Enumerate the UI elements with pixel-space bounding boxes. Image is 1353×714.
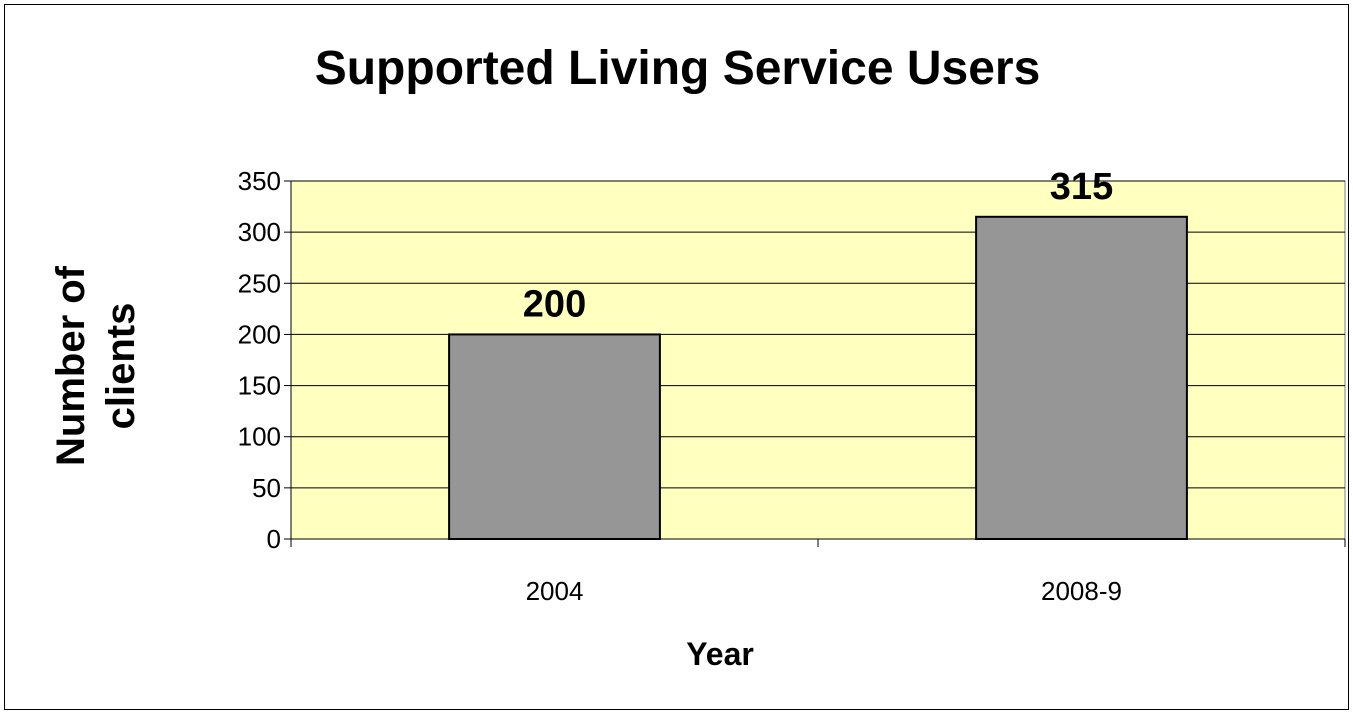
chart-title: Supported Living Service Users xyxy=(314,42,1041,95)
x-tick-label: 2004 xyxy=(526,576,584,606)
y-tick-label: 300 xyxy=(238,217,281,247)
x-tick-label: 2008-9 xyxy=(1041,576,1122,606)
y-tick-label: 100 xyxy=(238,422,281,452)
y-tick-label: 50 xyxy=(252,473,281,503)
y-tick-label: 200 xyxy=(238,319,281,349)
bar-2 xyxy=(975,215,1188,541)
x-axis-label: Year xyxy=(686,636,754,672)
y-tick-label: 0 xyxy=(267,524,281,554)
y-tick-label: 150 xyxy=(238,371,281,401)
data-label: 200 xyxy=(523,283,586,325)
data-label: 315 xyxy=(1050,166,1113,208)
y-tick-label: 250 xyxy=(238,268,281,298)
bar-1 xyxy=(448,333,661,540)
y-tick-label: 350 xyxy=(238,166,281,196)
